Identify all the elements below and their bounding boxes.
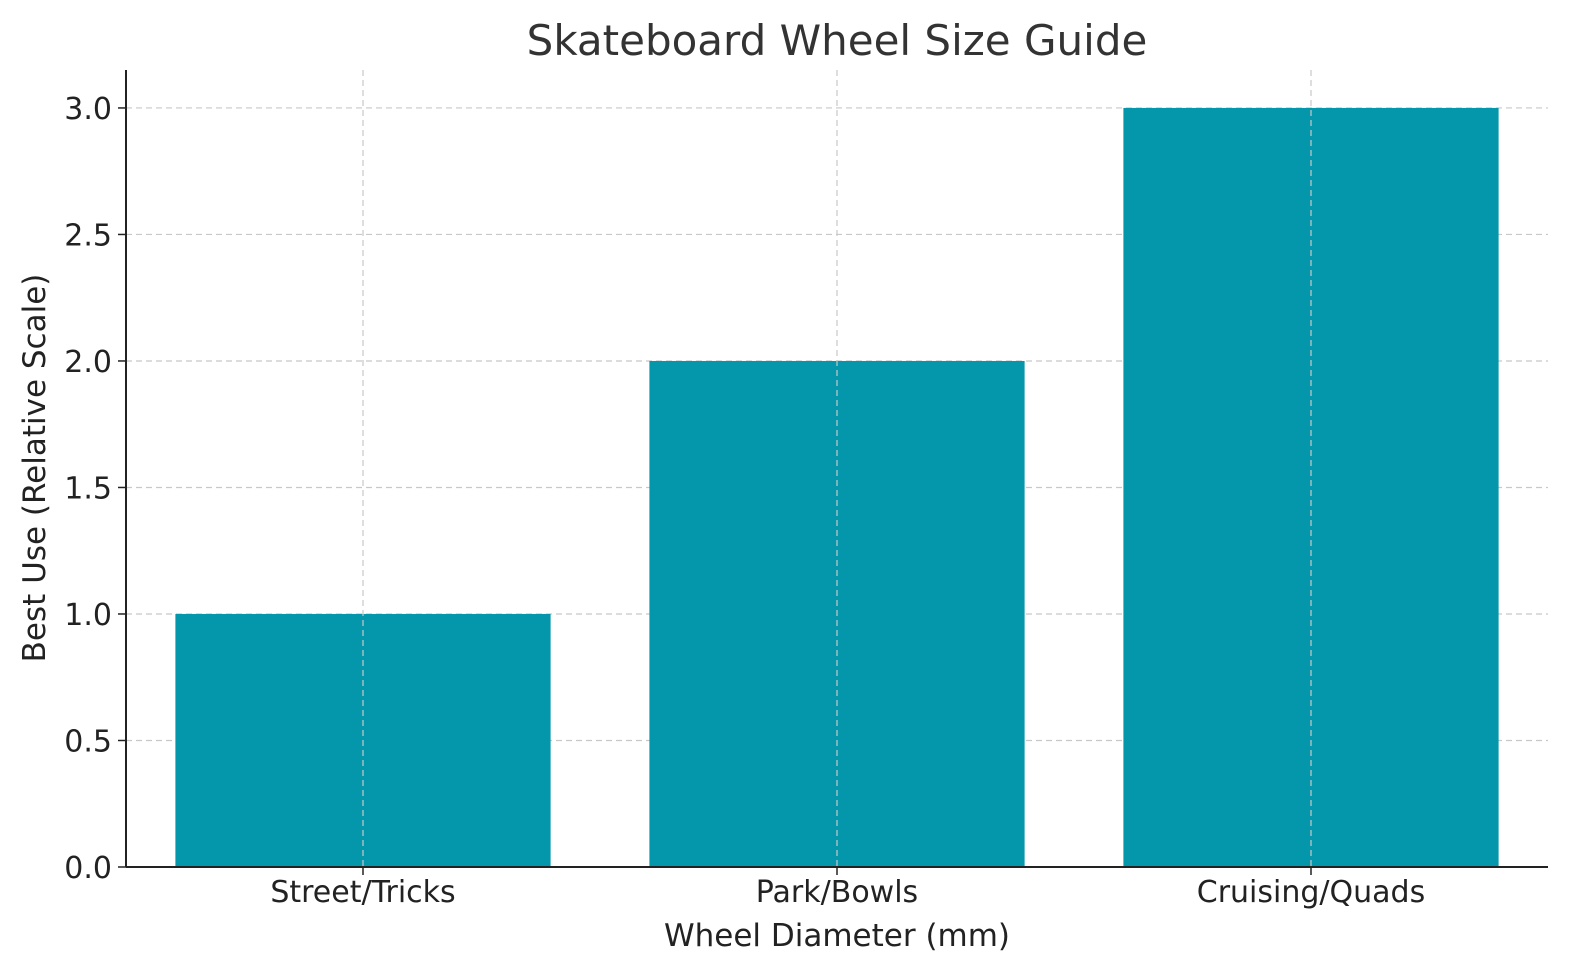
y-tick-label: 3.0 (64, 92, 112, 127)
x-tick-label: Cruising/Quads (1197, 875, 1425, 910)
y-tick-label: 1.5 (64, 471, 112, 506)
y-tick-label: 1.0 (64, 598, 112, 633)
x-tick-label: Street/Tricks (270, 875, 455, 910)
chart-title: Skateboard Wheel Size Guide (527, 16, 1148, 65)
x-axis-label: Wheel Diameter (mm) (664, 918, 1010, 954)
y-tick-label: 0.5 (64, 724, 112, 759)
x-axis-ticks: Street/Tricks Park/Bowls Cruising/Quads (270, 867, 1425, 910)
y-tick-label: 2.0 (64, 345, 112, 380)
vertical-grid-lines (362, 70, 1312, 867)
y-axis-label: Best Use (Relative Scale) (17, 274, 53, 663)
y-tick-label: 2.5 (64, 218, 112, 253)
x-tick-label: Park/Bowls (756, 875, 918, 910)
y-tick-label: 0.0 (64, 851, 112, 886)
y-axis-ticks: 0.0 0.5 1.0 1.5 2.0 2.5 3.0 (64, 92, 126, 886)
